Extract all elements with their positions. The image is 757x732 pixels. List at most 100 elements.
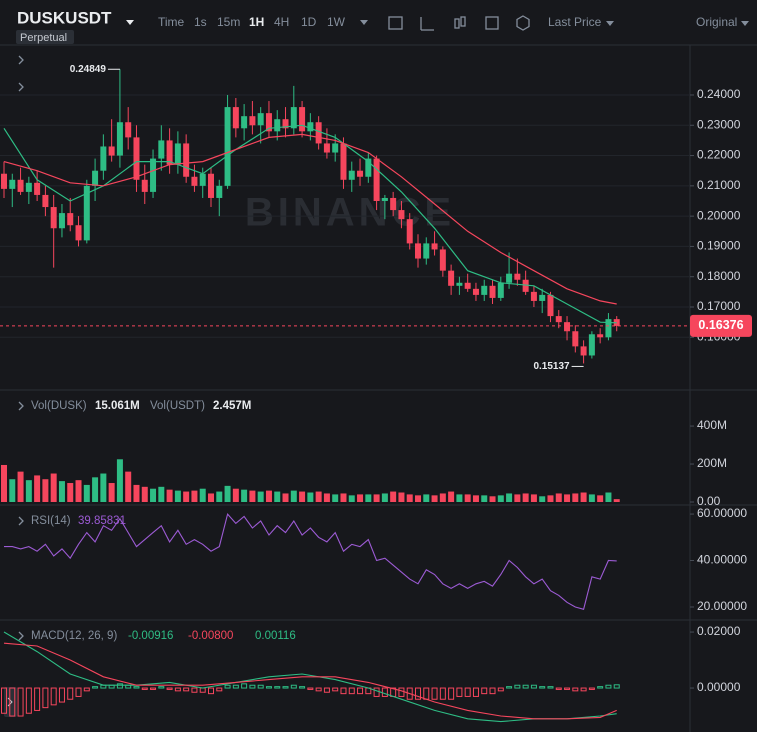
volume-bar <box>323 493 330 502</box>
chevron[interactable] <box>18 631 24 641</box>
macd-histogram-bar <box>75 687 82 697</box>
legend-value: 15.061M <box>95 400 140 412</box>
collapse-button[interactable] <box>4 687 17 717</box>
candle-body <box>472 288 479 295</box>
candle-body <box>150 158 157 192</box>
volume-bar <box>315 491 322 502</box>
candle-body <box>530 291 537 301</box>
macd-histogram-bar <box>481 687 488 695</box>
y-tick-label: 0.00000 <box>697 680 741 694</box>
candle-body <box>257 113 264 126</box>
candle-body <box>390 197 397 211</box>
macd-histogram-bar <box>323 687 330 693</box>
macd-histogram-bar <box>588 687 595 690</box>
macd-histogram-bar <box>249 684 256 689</box>
moving-average <box>3 133 617 305</box>
candle-body <box>564 322 571 332</box>
interval-option[interactable]: Time <box>158 15 185 29</box>
macd-histogram-bar <box>50 687 57 706</box>
volume-bar <box>456 494 463 502</box>
indicator-icon[interactable] <box>485 16 499 30</box>
chevron[interactable] <box>18 82 24 92</box>
volume-bar <box>431 495 438 502</box>
candle-body <box>332 143 339 153</box>
volume-bar <box>340 493 347 502</box>
view-mode[interactable]: Original <box>696 15 737 29</box>
volume-bar <box>464 494 471 502</box>
volume-bar <box>199 488 206 502</box>
calendar-icon[interactable] <box>388 16 403 30</box>
candle-body <box>398 210 405 220</box>
macd-histogram-bar <box>265 686 272 689</box>
candle-body <box>381 197 388 201</box>
macd-histogram-bar <box>183 687 190 692</box>
macd-histogram-bar <box>158 686 165 689</box>
legend-value: 2.457M <box>213 400 251 412</box>
price-type[interactable]: Last Price <box>548 15 602 29</box>
view-dropdown[interactable] <box>741 21 749 26</box>
candle-icon[interactable] <box>454 18 460 29</box>
candle-body <box>166 140 173 165</box>
volume-bar <box>158 486 165 502</box>
candle-body <box>199 173 206 186</box>
volume-bar <box>547 495 554 502</box>
volume-bar <box>166 489 173 502</box>
macd-histogram-bar <box>42 687 49 709</box>
candle-body <box>158 140 165 159</box>
candle-body <box>572 331 579 347</box>
candle-body <box>274 119 281 132</box>
chevron[interactable] <box>18 401 24 411</box>
macd-histogram-bar <box>373 687 380 697</box>
indicator-value: -0.00800 <box>188 630 233 642</box>
candle-body <box>497 282 504 298</box>
candle-body <box>249 116 256 126</box>
candle-body <box>323 143 330 153</box>
volume-bar <box>580 492 587 502</box>
volume-bar <box>597 495 604 502</box>
interval-option[interactable]: 1s <box>194 15 207 29</box>
volume-bar <box>150 488 157 502</box>
interval-option[interactable]: 1D <box>301 15 317 29</box>
volume-bar <box>125 471 132 502</box>
macd-histogram-bar <box>580 687 587 692</box>
y-tick-label: 40.00000 <box>697 553 747 567</box>
volume-bar <box>357 494 364 502</box>
interval-option[interactable]: 4H <box>274 15 289 29</box>
volume-bar <box>282 493 289 502</box>
candle-body <box>613 319 620 326</box>
volume-bar <box>232 488 239 502</box>
price-type-dropdown[interactable] <box>606 21 614 26</box>
macd-histogram-bar <box>605 684 612 689</box>
candle-body <box>431 243 438 250</box>
legend-name: Vol(USDT) <box>150 400 205 412</box>
chevron[interactable] <box>18 55 24 65</box>
y-tick-label: 200M <box>697 456 727 470</box>
volume-bar <box>539 496 546 502</box>
macd-histogram-bar <box>497 687 504 692</box>
candle-icon-2[interactable] <box>460 16 466 27</box>
symbol[interactable]: DUSKUSDT <box>17 8 112 27</box>
macd-histogram-bar <box>613 684 620 689</box>
chevron[interactable] <box>18 516 24 526</box>
volume-bar <box>472 495 479 502</box>
y-tick-label: 0.21000 <box>697 178 741 192</box>
macd-histogram-bar <box>282 686 289 689</box>
volume-bar <box>481 495 488 502</box>
volume-bar <box>83 484 90 502</box>
interval-option[interactable]: 15m <box>217 15 240 29</box>
candle-body <box>92 170 99 186</box>
volume-bar <box>191 490 198 502</box>
interval-option[interactable]: 1W <box>327 15 346 29</box>
macd-histogram-bar <box>17 687 24 717</box>
macd-histogram-bar <box>431 687 438 700</box>
volume-bar <box>249 490 256 502</box>
candle-body <box>34 182 41 195</box>
settings-icon[interactable] <box>516 15 530 31</box>
macd-histogram-bar <box>597 686 604 689</box>
more-intervals[interactable] <box>360 20 368 25</box>
high-label: 0.24849 <box>70 64 107 75</box>
indicator-title: MACD(12, 26, 9) <box>31 630 117 642</box>
interval-option[interactable]: 1H <box>249 15 264 29</box>
volume-bar <box>588 494 595 502</box>
symbol-dropdown[interactable] <box>126 20 134 25</box>
